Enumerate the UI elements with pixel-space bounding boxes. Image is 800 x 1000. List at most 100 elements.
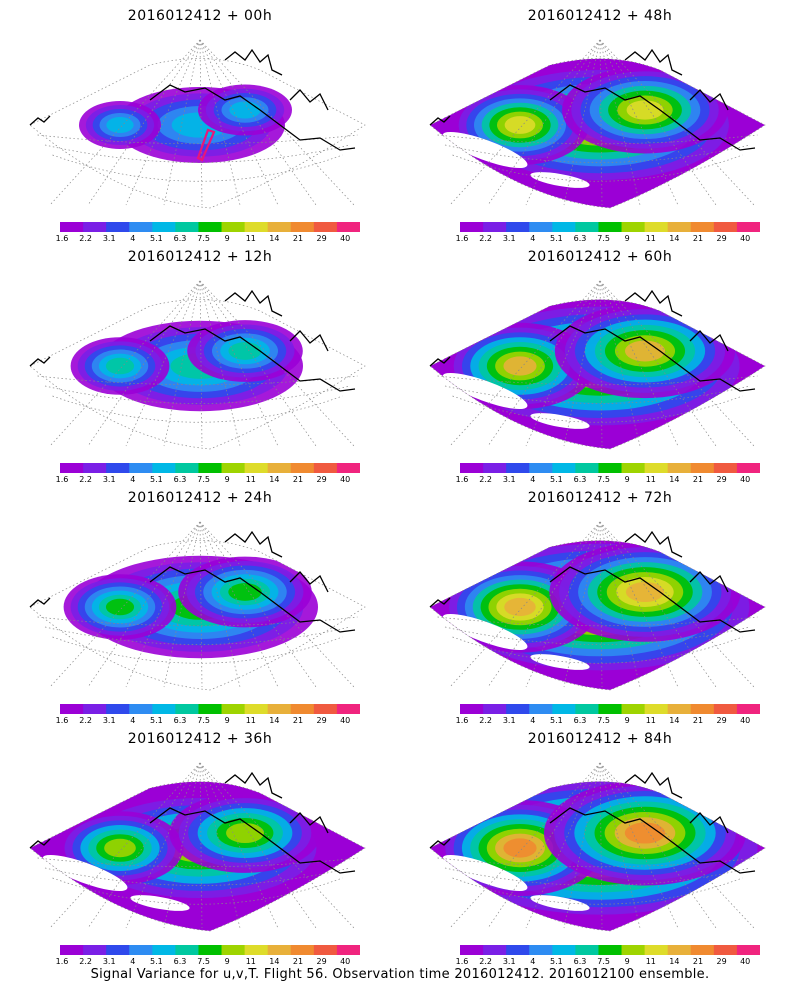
colorbar-swatch: [621, 704, 646, 714]
colorbar-tick-label: 4: [130, 957, 136, 966]
colorbar-swatch: [598, 704, 623, 714]
colorbar-tick-label: 4: [130, 475, 136, 484]
colorbar-tick-label: 3.1: [502, 475, 516, 484]
colorbar: [460, 704, 760, 714]
colorbar: [60, 945, 360, 955]
colorbar-swatch: [713, 463, 738, 473]
colorbar-tick-label: 6.3: [573, 957, 587, 966]
colorbar-tick-label: 6.3: [573, 234, 587, 243]
colorbar-tick-label: 4: [130, 234, 136, 243]
colorbar-swatch: [690, 704, 715, 714]
colorbar-tick-label: 7.5: [597, 234, 610, 243]
colorbar-tick-label: 11: [645, 716, 656, 725]
colorbar-tick-label: 29: [716, 234, 727, 243]
panel-title: 2016012412 + 36h: [127, 731, 273, 747]
colorbar-swatch: [336, 222, 360, 232]
colorbar-swatch: [506, 222, 530, 232]
colorbar-swatch: [221, 463, 246, 473]
colorbar-swatch: [198, 704, 223, 714]
colorbar-swatch: [129, 463, 153, 473]
forecast-map-panel: 2016012412 + 84h 1.6 2.2 3.1 4 5.1 6.3 7.5 9 11 14…: [400, 723, 800, 968]
colorbar-tick-label: 21: [692, 716, 704, 725]
colorbar-tick-label: 21: [692, 234, 704, 243]
colorbar-tick-label: 1.6: [455, 475, 469, 484]
colorbar-swatch: [575, 704, 599, 714]
colorbar-tick-label: 21: [692, 957, 704, 966]
variance-map: [29, 762, 366, 932]
colorbar-tick-label: 5.1: [150, 716, 163, 725]
colorbar-tick-label: 9: [624, 475, 630, 484]
colorbar-tick-label: 7.5: [597, 716, 610, 725]
colorbar-tick-label: 21: [292, 716, 304, 725]
colorbar-swatch: [552, 463, 576, 473]
colorbar-tick-label: 3.1: [502, 957, 516, 966]
colorbar-swatch: [621, 945, 646, 955]
colorbar-tick-label: 29: [716, 475, 727, 484]
colorbar-swatch: [290, 945, 315, 955]
colorbar-swatch: [221, 945, 246, 955]
colorbar-tick-label: 40: [740, 234, 751, 243]
colorbar-swatch: [598, 463, 623, 473]
colorbar-tick-label: 14: [669, 716, 680, 725]
colorbar-tick-label: 4: [530, 234, 536, 243]
colorbar-swatch: [621, 463, 646, 473]
forecast-map-panel: 2016012412 + 00h 1.6 2.2 3.1 4 5.1 6.3 7.5 9 11 14…: [0, 0, 400, 245]
colorbar-swatch: [667, 704, 692, 714]
colorbar-tick-label: 7.5: [197, 475, 210, 484]
colorbar: [460, 222, 760, 232]
panel-title: 2016012412 + 48h: [527, 8, 673, 24]
colorbar-tick-label: 5.1: [150, 957, 163, 966]
colorbar-tick-label: 40: [740, 475, 751, 484]
colorbar-swatch: [129, 222, 153, 232]
colorbar-tick-label: 21: [292, 957, 304, 966]
colorbar-tick-label: 1.6: [55, 234, 69, 243]
colorbar-swatch: [244, 222, 269, 232]
colorbar-swatch: [152, 463, 176, 473]
colorbar-swatch: [198, 222, 223, 232]
colorbar-swatch: [60, 945, 84, 955]
colorbar-tick-label: 4: [530, 716, 536, 725]
colorbar-swatch: [83, 463, 107, 473]
colorbar-tick-label: 14: [269, 475, 280, 484]
colorbar-swatch: [529, 463, 553, 473]
colorbar: [60, 222, 360, 232]
colorbar-tick-label: 4: [130, 716, 136, 725]
colorbar-tick-label: 11: [645, 475, 656, 484]
colorbar-tick-label: 9: [624, 234, 630, 243]
colorbar-swatch: [736, 945, 760, 955]
colorbar-tick-label: 2.2: [479, 957, 492, 966]
colorbar-swatch: [644, 945, 669, 955]
colorbar-swatch: [290, 704, 315, 714]
colorbar-swatch: [667, 463, 692, 473]
forecast-map-panel: 2016012412 + 24h 1.6 2.2 3.1 4 5.1 6.3 7.5 9 11 14…: [0, 482, 400, 727]
colorbar-swatch: [267, 704, 292, 714]
colorbar-tick-label: 1.6: [455, 234, 469, 243]
colorbar-tick-label: 5.1: [150, 475, 163, 484]
colorbar-tick-label: 11: [245, 957, 256, 966]
colorbar-swatch: [198, 945, 223, 955]
colorbar-swatch: [690, 222, 715, 232]
colorbar-tick-label: 3.1: [502, 234, 516, 243]
colorbar-swatch: [460, 945, 484, 955]
colorbar-swatch: [313, 945, 338, 955]
colorbar-swatch: [506, 945, 530, 955]
colorbar-tick-label: 40: [340, 716, 351, 725]
colorbar-swatch: [713, 945, 738, 955]
colorbar-swatch: [152, 704, 176, 714]
colorbar-tick-label: 9: [224, 234, 230, 243]
colorbar-tick-label: 14: [669, 957, 680, 966]
colorbar: [60, 463, 360, 473]
colorbar-swatch: [221, 704, 246, 714]
colorbar-tick-label: 11: [645, 234, 656, 243]
colorbar-swatch: [290, 222, 315, 232]
colorbar-tick-label: 7.5: [197, 234, 210, 243]
colorbar-swatch: [736, 704, 760, 714]
colorbar-tick-label: 14: [269, 716, 280, 725]
colorbar-tick-label: 5.1: [550, 234, 563, 243]
colorbar-tick-label: 1.6: [455, 957, 469, 966]
variance-map: [29, 280, 366, 450]
colorbar-swatch: [83, 704, 107, 714]
colorbar-tick-label: 5.1: [550, 957, 563, 966]
colorbar-tick-label: 6.3: [573, 475, 587, 484]
colorbar-tick-label: 9: [624, 716, 630, 725]
